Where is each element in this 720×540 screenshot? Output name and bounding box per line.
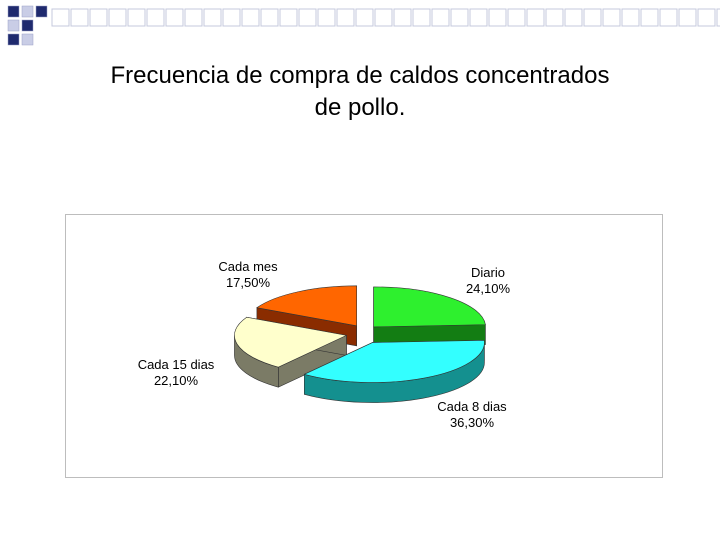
chart-frame: Diario 24,10% Cada 8 dias 36,30% Cada 15 dia… <box>65 214 663 478</box>
page-title: Frecuencia de compra de caldos concentra… <box>20 60 700 124</box>
slice-label-cada-mes: Cada mes <box>218 259 278 274</box>
slice-value-cada-15-dias: 22,10% <box>154 373 199 388</box>
slice-label-cada-8-dias: Cada 8 dias <box>437 399 507 414</box>
title-line-1: Frecuencia de compra de caldos concentra… <box>111 62 610 89</box>
slice-label-diario: Diario <box>471 265 505 280</box>
slice-value-diario: 24,10% <box>466 281 511 296</box>
decorative-squares <box>0 0 720 50</box>
slice-value-cada-8-dias: 36,30% <box>450 415 495 430</box>
title-line-2: de pollo. <box>315 94 406 121</box>
slice-value-cada-mes: 17,50% <box>226 275 271 290</box>
slice-label-cada-15-dias: Cada 15 dias <box>138 357 215 372</box>
